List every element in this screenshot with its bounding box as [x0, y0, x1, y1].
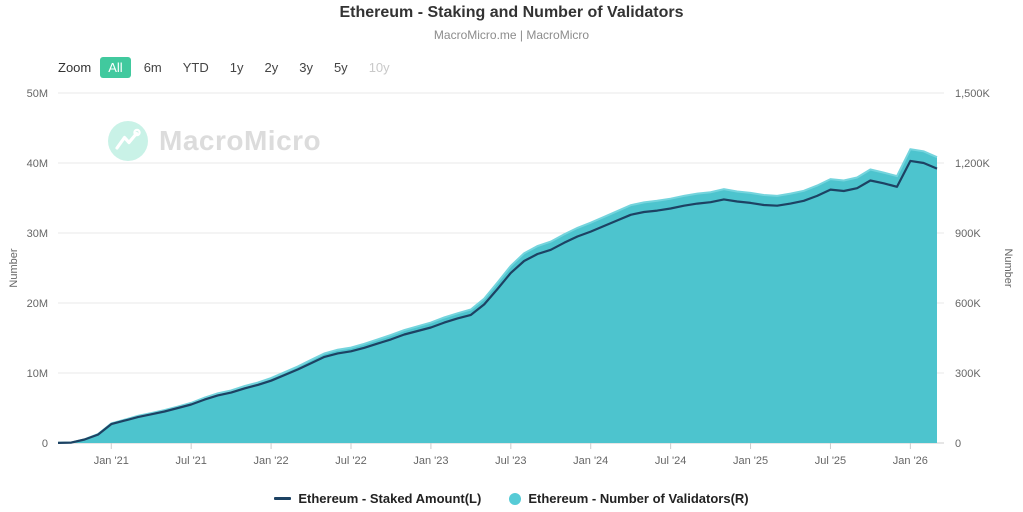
zoom-toolbar: Zoom All 6m YTD 1y 2y 3y 5y 10y — [58, 57, 398, 78]
right-axis-tick-label: 1,500K — [955, 88, 991, 100]
legend-marker-circle — [509, 492, 522, 505]
left-axis-tick-label: 0 — [42, 438, 48, 450]
chart-title: Ethereum - Staking and Number of Validat… — [339, 4, 684, 21]
validators-area-series — [58, 149, 937, 443]
left-axis-tick-label: 30M — [27, 228, 48, 240]
zoom-range-buttons: All 6m YTD 1y 2y 3y 5y 10y — [100, 57, 397, 78]
zoom-label: Zoom — [58, 60, 92, 75]
chart-legend: Ethereum - Staked Amount(L) Ethereum - Nu… — [0, 491, 1023, 506]
left-axis-tick-label: 20M — [27, 298, 48, 310]
watermark-text: MacroMicro — [159, 125, 322, 156]
left-axis-tick-label: 50M — [27, 88, 48, 100]
left-axis-title: Number — [8, 248, 20, 288]
right-axis-tick-label: 0 — [955, 438, 961, 450]
legend-item-staked-amount[interactable]: Ethereum - Staked Amount(L) — [274, 491, 481, 506]
chart-subtitle: MacroMicro.me | MacroMicro — [433, 28, 590, 42]
zoom-range-all[interactable]: All — [100, 57, 131, 78]
x-axis-label: Jan '23 — [413, 455, 448, 467]
x-axis-label: Jul '25 — [815, 455, 846, 467]
x-axis-label: Jul '22 — [335, 455, 366, 467]
zoom-range-ytd[interactable]: YTD — [182, 60, 209, 75]
x-axis-label: Jul '24 — [655, 455, 686, 467]
macromicro-logo-icon — [108, 121, 148, 161]
zoom-range-5y[interactable]: 5y — [333, 60, 348, 75]
x-axis-label: Jan '24 — [573, 455, 608, 467]
legend-label: Ethereum - Number of Validators(R) — [528, 491, 749, 506]
validators-area-edge — [57, 148, 938, 444]
zoom-range-10y: 10y — [368, 60, 390, 75]
watermark: MacroMicro — [108, 121, 321, 161]
left-axis-tick-label: 10M — [27, 368, 48, 380]
right-axis-tick-label: 600K — [955, 298, 981, 310]
zoom-range-6m[interactable]: 6m — [143, 60, 162, 75]
legend-marker-line — [274, 497, 292, 500]
x-axis-label: Jul '21 — [175, 455, 206, 467]
x-axis-label: Jan '26 — [893, 455, 928, 467]
x-axis-label: Jan '25 — [733, 455, 768, 467]
x-axis-label: Jan '22 — [254, 455, 289, 467]
right-axis-tick-label: 900K — [955, 228, 981, 240]
x-axis-label: Jul '23 — [495, 455, 526, 467]
left-axis-tick-label: 40M — [27, 158, 48, 170]
staked-amount-line-series — [57, 159, 938, 444]
legend-item-validators[interactable]: Ethereum - Number of Validators(R) — [509, 491, 749, 506]
right-axis-title: Number — [1002, 248, 1014, 288]
x-axis-label: Jan '21 — [94, 455, 129, 467]
zoom-range-1y[interactable]: 1y — [229, 60, 244, 75]
right-axis-tick-label: 300K — [955, 368, 981, 380]
zoom-range-3y[interactable]: 3y — [299, 60, 313, 75]
right-axis-tick-label: 1,200K — [955, 158, 991, 170]
zoom-range-2y[interactable]: 2y — [264, 60, 279, 75]
legend-label: Ethereum - Staked Amount(L) — [298, 491, 482, 506]
